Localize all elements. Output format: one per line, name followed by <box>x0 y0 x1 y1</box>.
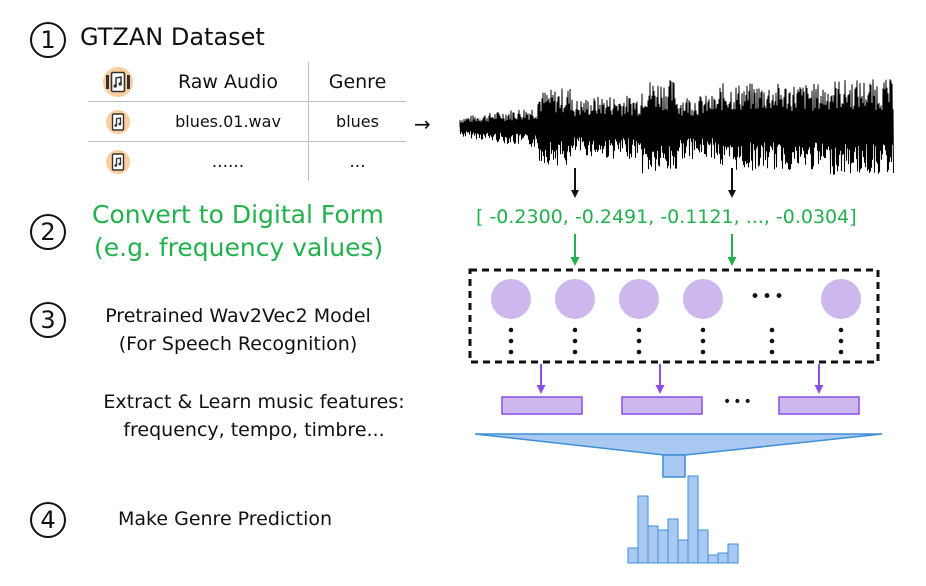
step-3-title-line1: Pretrained Wav2Vec2 Model <box>105 305 371 327</box>
step-4-title: Make Genre Prediction <box>118 508 333 530</box>
arrow-right-icon: → <box>414 112 431 136</box>
table-header-genre: Genre <box>308 62 406 102</box>
table-cell-file: blues.01.wav <box>148 101 309 142</box>
step-3-note-line1: Extract & Learn music features: <box>103 391 405 413</box>
nodes-ellipsis: ••• <box>750 287 787 307</box>
table-header-icon-cell <box>88 62 148 102</box>
feature-bar <box>501 396 583 415</box>
step-2-title-line2: (e.g. frequency values) <box>94 233 384 262</box>
table-row: ...... ... <box>88 141 406 182</box>
vector-values: [ -0.2300, -0.2491, -0.1121, ..., -0.030… <box>476 206 857 228</box>
pooling-funnel <box>474 433 883 456</box>
model-node <box>491 279 531 319</box>
table-cell-genre: ... <box>349 151 366 172</box>
table-row: blues.01.wav blues <box>88 101 406 142</box>
step-3-title-line2: (For Speech Recognition) <box>118 333 358 355</box>
model-node <box>683 279 723 319</box>
table-cell-genre: blues <box>308 101 406 142</box>
music-file-icon <box>103 66 133 97</box>
pooled-vector <box>662 454 686 478</box>
step-3-number: 3 <box>30 302 66 338</box>
model-node <box>821 279 861 319</box>
table-header-row: Raw Audio Genre <box>88 62 406 102</box>
step-1-number: 1 <box>30 22 66 58</box>
table-row-icon-cell <box>88 101 148 142</box>
step-3-note-line2: frequency, tempo, timbre... <box>123 419 385 441</box>
model-node <box>619 279 659 319</box>
genre-histogram <box>627 475 739 564</box>
feature-bar <box>778 396 860 415</box>
features-ellipsis: ••• <box>723 394 754 410</box>
table-row-icon-cell <box>88 142 148 182</box>
step-2-number: 2 <box>30 214 66 250</box>
dataset-table: Raw Audio Genre blues.01.wav blues <box>88 62 406 181</box>
step-4-number: 4 <box>30 502 66 538</box>
music-file-icon <box>106 109 130 134</box>
music-file-icon <box>106 149 130 174</box>
model-box <box>468 268 880 364</box>
step-2-title-line1: Convert to Digital Form <box>92 200 384 229</box>
step-1-title: GTZAN Dataset <box>80 23 265 51</box>
model-node <box>555 279 595 319</box>
audio-waveform <box>459 79 894 175</box>
table-header-raw-audio: Raw Audio <box>148 62 309 102</box>
feature-bar <box>621 396 703 415</box>
node-dots <box>508 327 844 355</box>
table-cell-file: ...... <box>148 141 309 181</box>
